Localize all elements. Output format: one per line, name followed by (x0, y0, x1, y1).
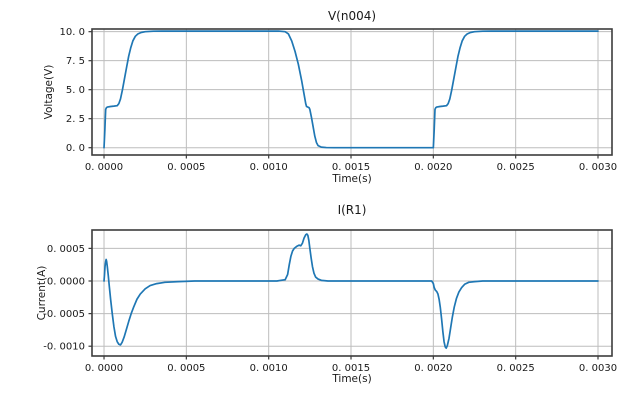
series-line (103, 30, 599, 149)
current-x-axis-label: Time(s) (332, 373, 372, 385)
x-tick-label: 0. 0030 (579, 363, 617, 374)
x-tick-label: 0. 0015 (332, 363, 370, 374)
x-tick-label: 0. 0005 (167, 162, 205, 173)
x-tick-label: 0. 0015 (332, 162, 370, 173)
voltage-x-axis-label: Time(s) (332, 173, 372, 185)
y-tick-label: -0. 0005 (43, 309, 85, 320)
y-tick-label: 0. 0 (66, 143, 85, 154)
voltage-chart-panel: V(n004) Voltage(V) 0. 0000 0. 0005 0. 0010… (43, 9, 618, 185)
x-tick-label: 0. 0010 (250, 363, 288, 374)
series-line (103, 233, 599, 350)
x-tick-label: 0. 0000 (85, 162, 123, 173)
x-tick-label: 0. 0025 (497, 363, 535, 374)
y-tick-label: 5. 0 (66, 85, 85, 96)
x-tick-label: 0. 0030 (579, 162, 617, 173)
y-tick-label: 0. 0005 (47, 244, 85, 255)
y-tick-label: 10. 0 (60, 27, 85, 38)
current-chart-title: I(R1) (337, 203, 367, 217)
x-tick-label: 0. 0010 (250, 162, 288, 173)
y-tick-label: 7. 5 (66, 56, 85, 67)
voltage-chart-title: V(n004) (327, 9, 377, 23)
x-tick-label: 0. 0020 (414, 162, 452, 173)
x-tick-label: 0. 0005 (167, 363, 205, 374)
x-tick-label: 0. 0020 (414, 363, 452, 374)
plot-spine (91, 229, 613, 357)
current-plot-area: 0. 0000 0. 0005 0. 0010 0. 0015 0. 0020 0. 00… (43, 229, 617, 374)
y-tick-label: -0. 0010 (43, 342, 85, 353)
y-tick-label: 0. 0000 (47, 277, 85, 288)
plot-spine (91, 28, 613, 156)
x-tick-label: 0. 0025 (497, 162, 535, 173)
voltage-plot-area: 0. 0000 0. 0005 0. 0010 0. 0015 0. 0020 0. 00… (60, 27, 618, 173)
current-chart-panel: I(R1) Current(A) 0. 0000 0. 0005 0. 0010 0.… (0, 200, 640, 400)
x-tick-label: 0. 0000 (85, 363, 123, 374)
y-tick-label: 2. 5 (66, 114, 85, 125)
